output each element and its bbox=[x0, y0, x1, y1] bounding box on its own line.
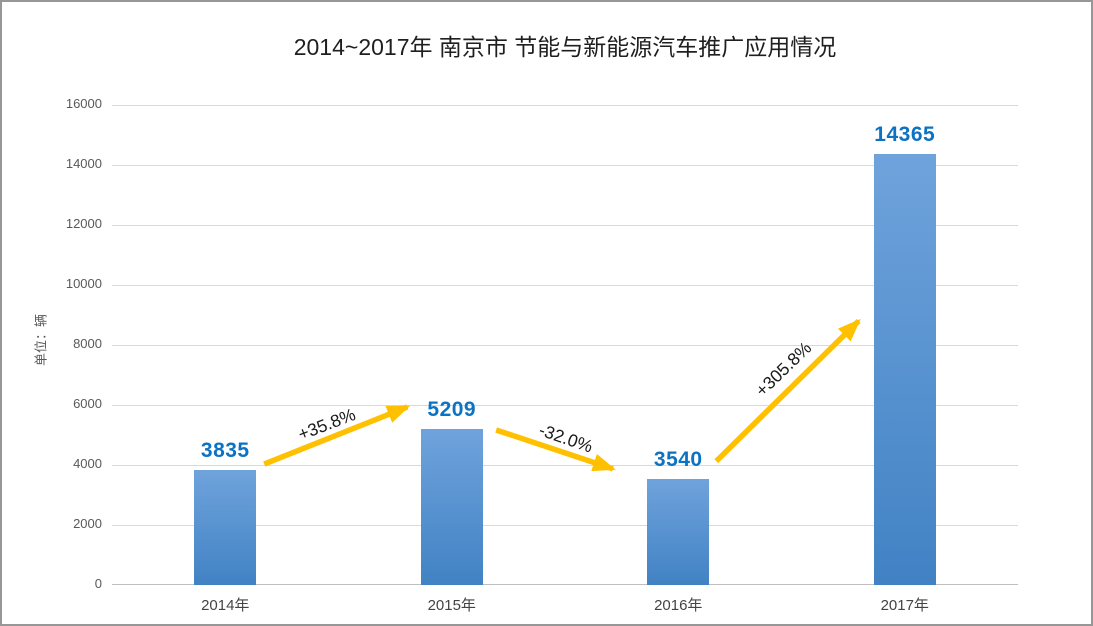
bar-2014 bbox=[194, 469, 257, 585]
value-label-2017: 14365 bbox=[874, 123, 936, 147]
x-axis-line bbox=[112, 584, 1018, 585]
y-tick-label: 0 bbox=[94, 576, 102, 591]
y-tick-label: 10000 bbox=[65, 276, 102, 291]
x-axis-label-2015: 2015年 bbox=[427, 597, 476, 614]
y-tick-label: 4000 bbox=[73, 456, 102, 471]
y-tick-label: 12000 bbox=[65, 216, 102, 231]
growth-arrow-0 bbox=[263, 404, 411, 467]
growth-arrow-2 bbox=[714, 318, 861, 464]
y-tick-label: 16000 bbox=[65, 96, 102, 111]
gridline bbox=[112, 104, 1018, 106]
value-label-2015: 5209 bbox=[427, 397, 477, 421]
y-tick-label: 14000 bbox=[65, 156, 102, 171]
gridline bbox=[112, 524, 1018, 526]
x-axis-label-2014: 2014年 bbox=[201, 597, 250, 614]
growth-arrows-layer: +35.8% -32.0%+305.8% bbox=[263, 318, 861, 472]
y-tick-label: 2000 bbox=[73, 516, 102, 531]
growth-arrow-1 bbox=[495, 427, 616, 472]
gridline bbox=[112, 344, 1018, 346]
value-label-2014: 3835 bbox=[200, 438, 250, 462]
x-axis-label-2017: 2017年 bbox=[880, 597, 929, 614]
bar-2016 bbox=[647, 478, 710, 585]
y-tick-label: 6000 bbox=[73, 396, 102, 411]
value-label-2016: 3540 bbox=[653, 447, 703, 471]
y-tick-label: 8000 bbox=[73, 336, 102, 351]
gridline bbox=[112, 464, 1018, 466]
plot-area: 3835 5209 3540 14365 +35.8% -32.0% +305.8% bbox=[112, 104, 1018, 585]
gridline bbox=[112, 164, 1018, 166]
gridline bbox=[112, 224, 1018, 226]
chart-title: 2014~2017年 南京市 节能与新能源汽车推广应用情况 bbox=[293, 34, 837, 60]
gridline bbox=[112, 284, 1018, 286]
growth-label-2: +305.8% bbox=[751, 338, 815, 401]
gridline bbox=[112, 404, 1018, 406]
bar-2015 bbox=[420, 428, 483, 585]
x-axis-label-2016: 2016年 bbox=[654, 597, 703, 614]
bar-2017 bbox=[873, 154, 936, 585]
